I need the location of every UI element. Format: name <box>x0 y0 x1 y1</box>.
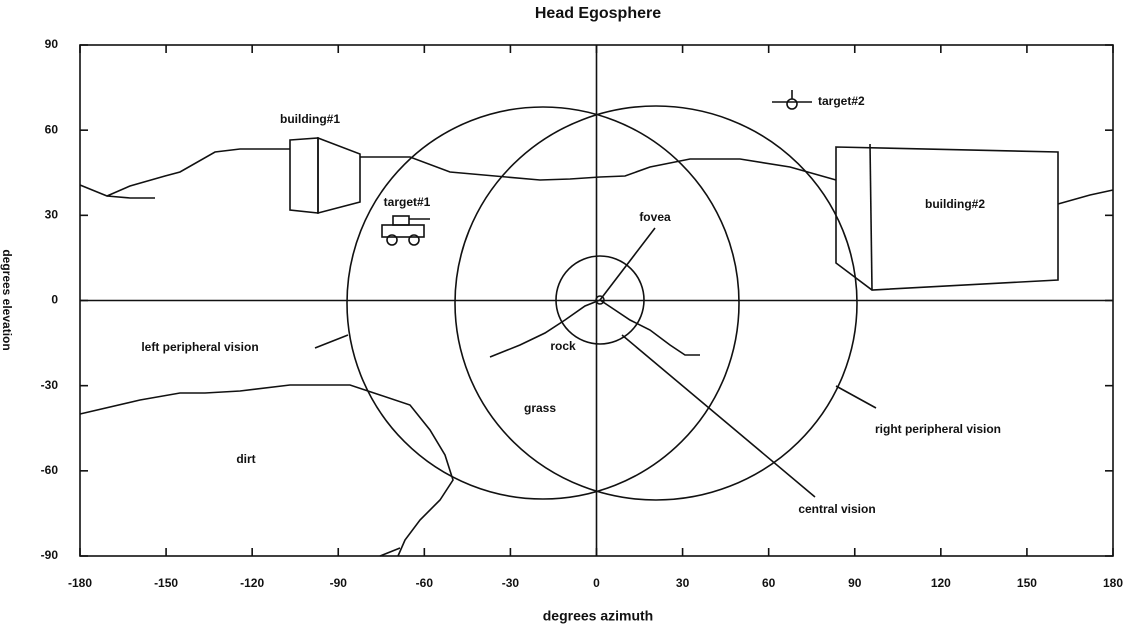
y-axis-label: degrees elevation <box>0 249 14 350</box>
x-axis-label: degrees azimuth <box>543 608 653 624</box>
x-tick-label: -30 <box>502 576 520 590</box>
y-tick-label: 90 <box>45 37 59 51</box>
scene <box>79 90 1114 557</box>
annotation: dirt <box>236 452 255 466</box>
annotation: target#2 <box>818 94 865 108</box>
x-tick-label: 0 <box>593 576 600 590</box>
x-tick-label: -120 <box>240 576 264 590</box>
y-tick-label: 30 <box>45 208 59 222</box>
x-tick-label: 30 <box>676 576 690 590</box>
annotation: left peripheral vision <box>141 340 258 354</box>
y-tick-label: 60 <box>45 122 59 136</box>
annotation: central vision <box>798 502 875 516</box>
annotation: grass <box>524 401 556 415</box>
chart-title: Head Egosphere <box>535 5 661 22</box>
y-tick-label: -30 <box>41 378 59 392</box>
x-tick-label: 180 <box>1103 576 1123 590</box>
annotation: fovea <box>639 210 671 224</box>
y-tick-label: 0 <box>51 293 58 307</box>
x-tick-label: 60 <box>762 576 776 590</box>
annotation: rock <box>550 339 576 353</box>
x-tick-label: 90 <box>848 576 862 590</box>
y-tick-label: -90 <box>41 548 59 562</box>
x-tick-label: 150 <box>1017 576 1037 590</box>
x-tick-label: -180 <box>68 576 92 590</box>
annotation: building#2 <box>925 197 985 211</box>
x-tick-label: -90 <box>330 576 348 590</box>
annotation: right peripheral vision <box>875 422 1001 436</box>
x-tick-label: -150 <box>154 576 178 590</box>
annotation: building#1 <box>280 112 340 126</box>
annotation: target#1 <box>384 195 431 209</box>
x-tick-label: 120 <box>931 576 951 590</box>
x-tick-label: -60 <box>416 576 434 590</box>
y-tick-label: -60 <box>41 463 59 477</box>
